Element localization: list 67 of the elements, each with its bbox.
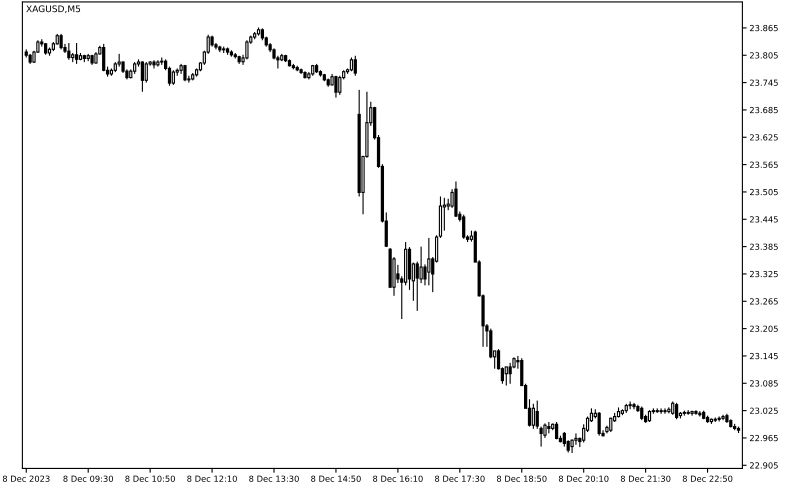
- y-tick-label: 23.025: [750, 408, 778, 414]
- candlestick: [160, 56, 164, 66]
- y-tick-label: 23.565: [750, 162, 778, 168]
- candlestick: [133, 62, 136, 74]
- x-tick-label: 8 Dec 22:50: [682, 476, 732, 482]
- candlestick: [172, 70, 175, 86]
- candlestick: [616, 406, 620, 418]
- candlestick: [140, 60, 144, 92]
- candlestick: [598, 411, 601, 436]
- y-tick-label: 23.325: [750, 270, 778, 278]
- candlestick: [350, 56, 354, 72]
- y-tick-label: 23.385: [750, 244, 778, 250]
- candlestick: [121, 60, 125, 74]
- y-tick-label: 23.805: [750, 52, 778, 59]
- candlestick: [547, 421, 550, 434]
- x-tick-label: 8 Dec 12:10: [187, 476, 237, 482]
- x-tick-label: 8 Dec 09:30: [63, 476, 114, 482]
- x-tick-label: 8 Dec 21:30: [620, 476, 670, 482]
- candlestick: [74, 42, 78, 64]
- candlestick: [674, 402, 678, 420]
- candlestick: [67, 42, 70, 60]
- candlestick: [609, 416, 612, 433]
- candlestick: [624, 403, 628, 414]
- x-tick-label: 8 Dec 10:50: [125, 476, 175, 482]
- candlestick: [532, 403, 535, 430]
- candlestick: [71, 52, 74, 63]
- candlestick: [504, 366, 508, 386]
- y-tick-label: 23.265: [750, 298, 778, 305]
- x-tick-label: 8 Dec 18:50: [496, 476, 547, 482]
- y-tick-label: 23.205: [750, 326, 778, 332]
- chart-title: XAGUSD,M5: [26, 5, 80, 14]
- candlestick: [725, 413, 729, 424]
- candlestick: [314, 63, 318, 74]
- y-tick-label: 23.445: [750, 216, 778, 223]
- x-tick-label: 8 Dec 13:30: [249, 476, 299, 482]
- y-tick-label: 23.685: [750, 106, 778, 114]
- candlestick: [59, 33, 63, 50]
- y-tick-label: 23.865: [750, 24, 778, 32]
- y-tick-label: 22.905: [750, 462, 778, 469]
- candlestick: [272, 48, 276, 60]
- y-tick-label: 23.145: [750, 352, 778, 360]
- candlestick: [354, 55, 357, 76]
- x-tick-label: 8 Dec 17:30: [435, 476, 485, 482]
- candlestick: [574, 432, 578, 446]
- candlestick: [570, 438, 574, 454]
- candlestick: [671, 400, 674, 416]
- candlestick: [334, 75, 338, 98]
- candlestick: [44, 42, 48, 56]
- candlestick: [543, 422, 547, 439]
- candlestick: [144, 62, 148, 84]
- candlestick: [183, 64, 187, 82]
- candlestick: [554, 421, 558, 440]
- y-tick-label: 22.965: [750, 434, 778, 442]
- x-tick-label: 8 Dec 20:10: [558, 476, 609, 482]
- candlestick: [648, 410, 652, 423]
- y-tick-label: 23.505: [750, 188, 778, 196]
- candlestick: [640, 406, 644, 421]
- x-tick-label: 8 Dec 14:50: [311, 476, 361, 482]
- candlestick: [28, 53, 32, 64]
- y-tick-label: 23.745: [750, 80, 778, 86]
- x-tick-label: 8 Dec 2023: [2, 476, 50, 482]
- candlestick: [245, 40, 249, 60]
- candlestick: [427, 237, 430, 286]
- x-tick-label: 8 Dec 16:10: [373, 476, 423, 482]
- candlestick: [462, 214, 466, 240]
- y-tick-label: 23.625: [750, 134, 778, 141]
- y-tick-label: 23.085: [750, 380, 778, 387]
